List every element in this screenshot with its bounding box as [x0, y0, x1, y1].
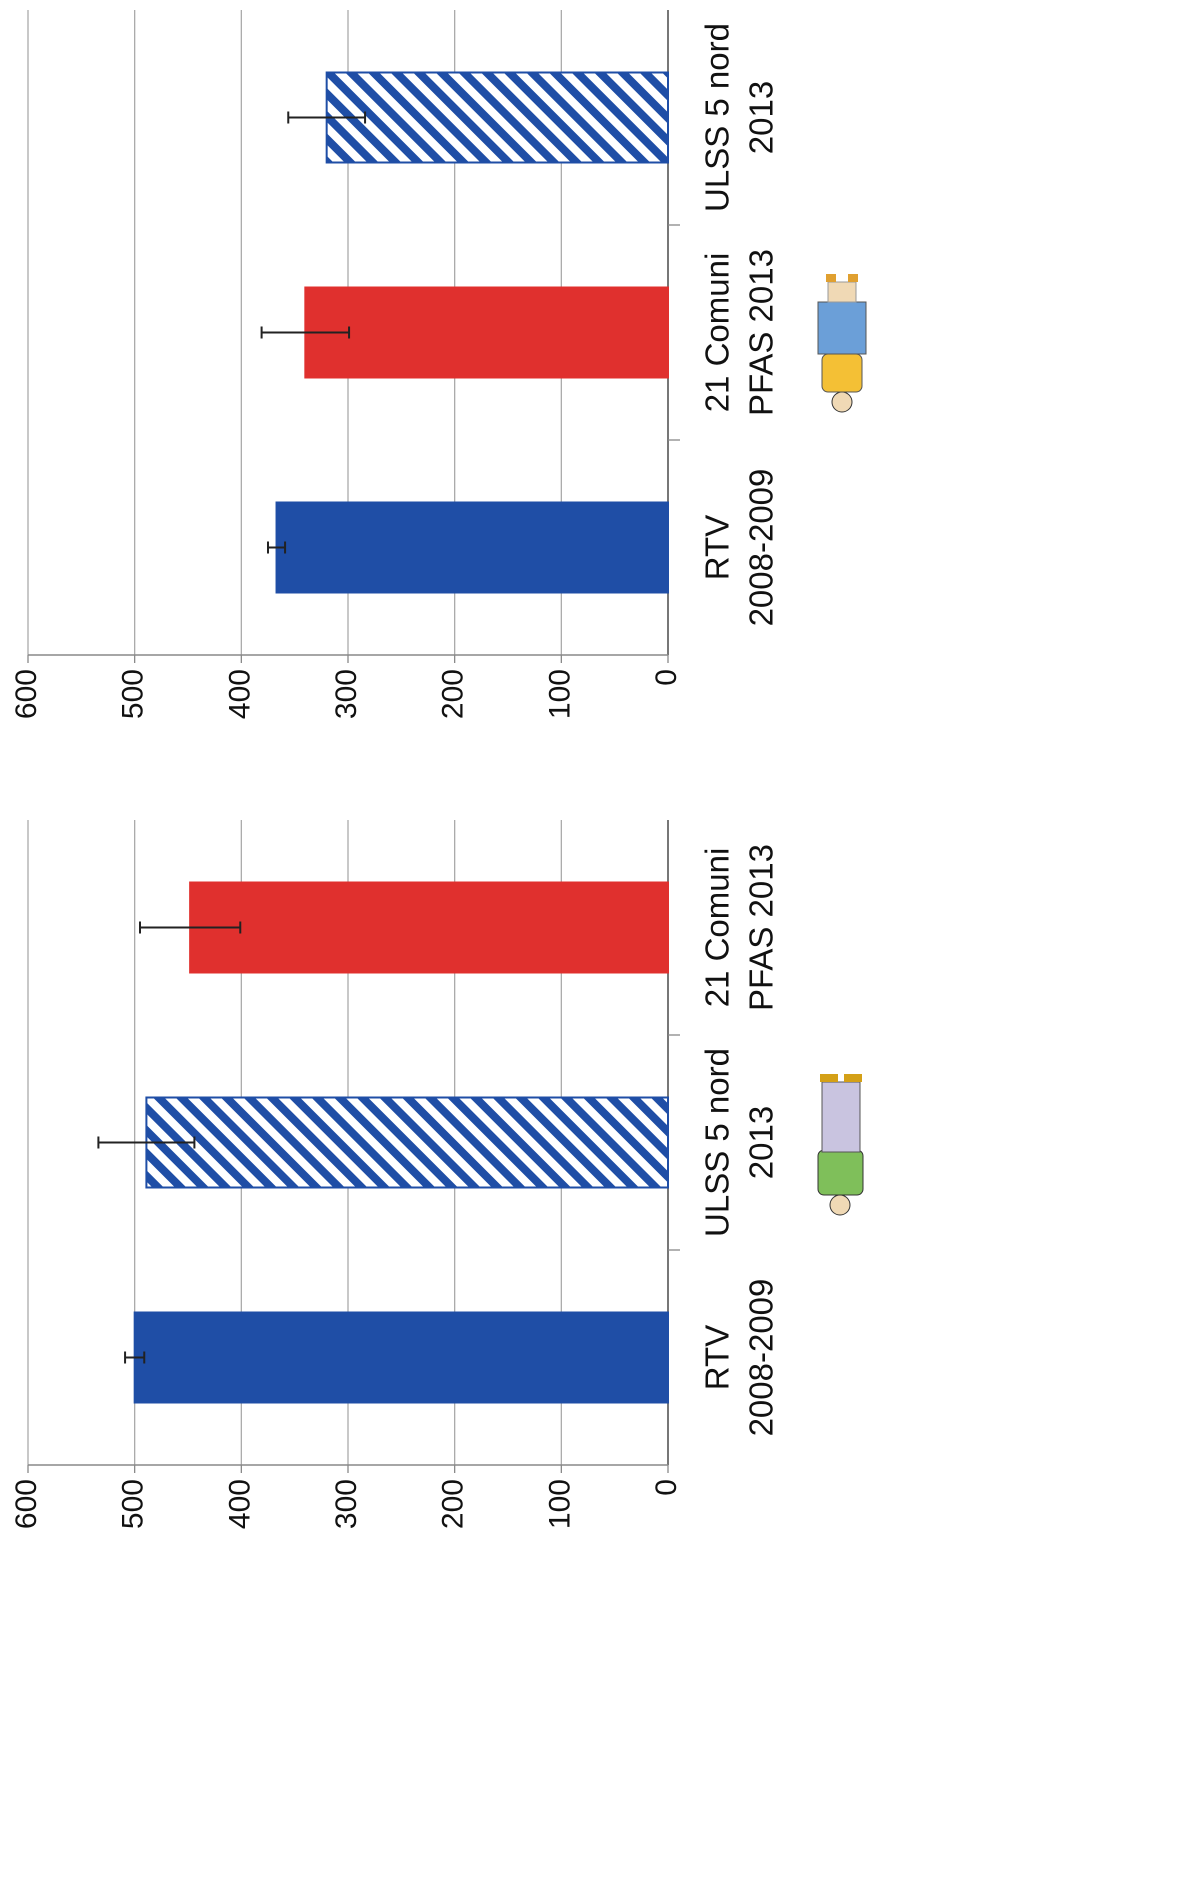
bar-chart: 0 100 200 300 400 500 600 RTV 2008-2009 ULSS 5 no…: [10, 820, 780, 1529]
woman-figure: [817, 274, 867, 413]
bar: [189, 881, 669, 974]
y-tick-label: 600: [10, 669, 43, 719]
bar-chart: 0 100 200 300 400 500 600 RTV 2008-2009 21 Comuni…: [10, 10, 780, 719]
y-tick-label: 100: [543, 669, 576, 719]
x-tick-label: PFAS 2013: [743, 249, 780, 416]
y-tick-label: 300: [330, 1479, 363, 1529]
x-tick-label: RTV: [699, 515, 736, 580]
y-tick-label: 300: [330, 669, 363, 719]
y-tick-label: 200: [437, 669, 470, 719]
bar: [304, 286, 669, 379]
x-tick-label: 2008-2009: [743, 1279, 780, 1437]
y-tick-label: 500: [117, 669, 150, 719]
y-tick-label: 400: [223, 1479, 256, 1529]
x-tick-label: 2013: [743, 1106, 780, 1179]
y-tick-label: 500: [117, 1479, 150, 1529]
y-tick-label: 200: [437, 1479, 470, 1529]
x-tick-label: 21 Comuni: [699, 253, 736, 413]
x-tick-label: 21 Comuni: [699, 848, 736, 1008]
bar: [275, 501, 669, 594]
x-tick-label: PFAS 2013: [743, 844, 780, 1011]
bar: [325, 71, 669, 164]
x-tick-label: 2008-2009: [743, 469, 780, 627]
x-tick-label: 2013: [743, 81, 780, 154]
y-tick-label: 0: [650, 1479, 683, 1496]
bar: [133, 1311, 669, 1404]
x-tick-label: ULSS 5 nord: [699, 23, 736, 212]
y-tick-label: 600: [10, 1479, 43, 1529]
y-tick-label: 100: [543, 1479, 576, 1529]
y-tick-label: 0: [650, 669, 683, 686]
x-tick-label: ULSS 5 nord: [699, 1048, 736, 1237]
y-tick-label: 400: [223, 669, 256, 719]
bar: [145, 1096, 669, 1189]
x-tick-label: RTV: [699, 1325, 736, 1390]
man-figure: [817, 1074, 864, 1216]
